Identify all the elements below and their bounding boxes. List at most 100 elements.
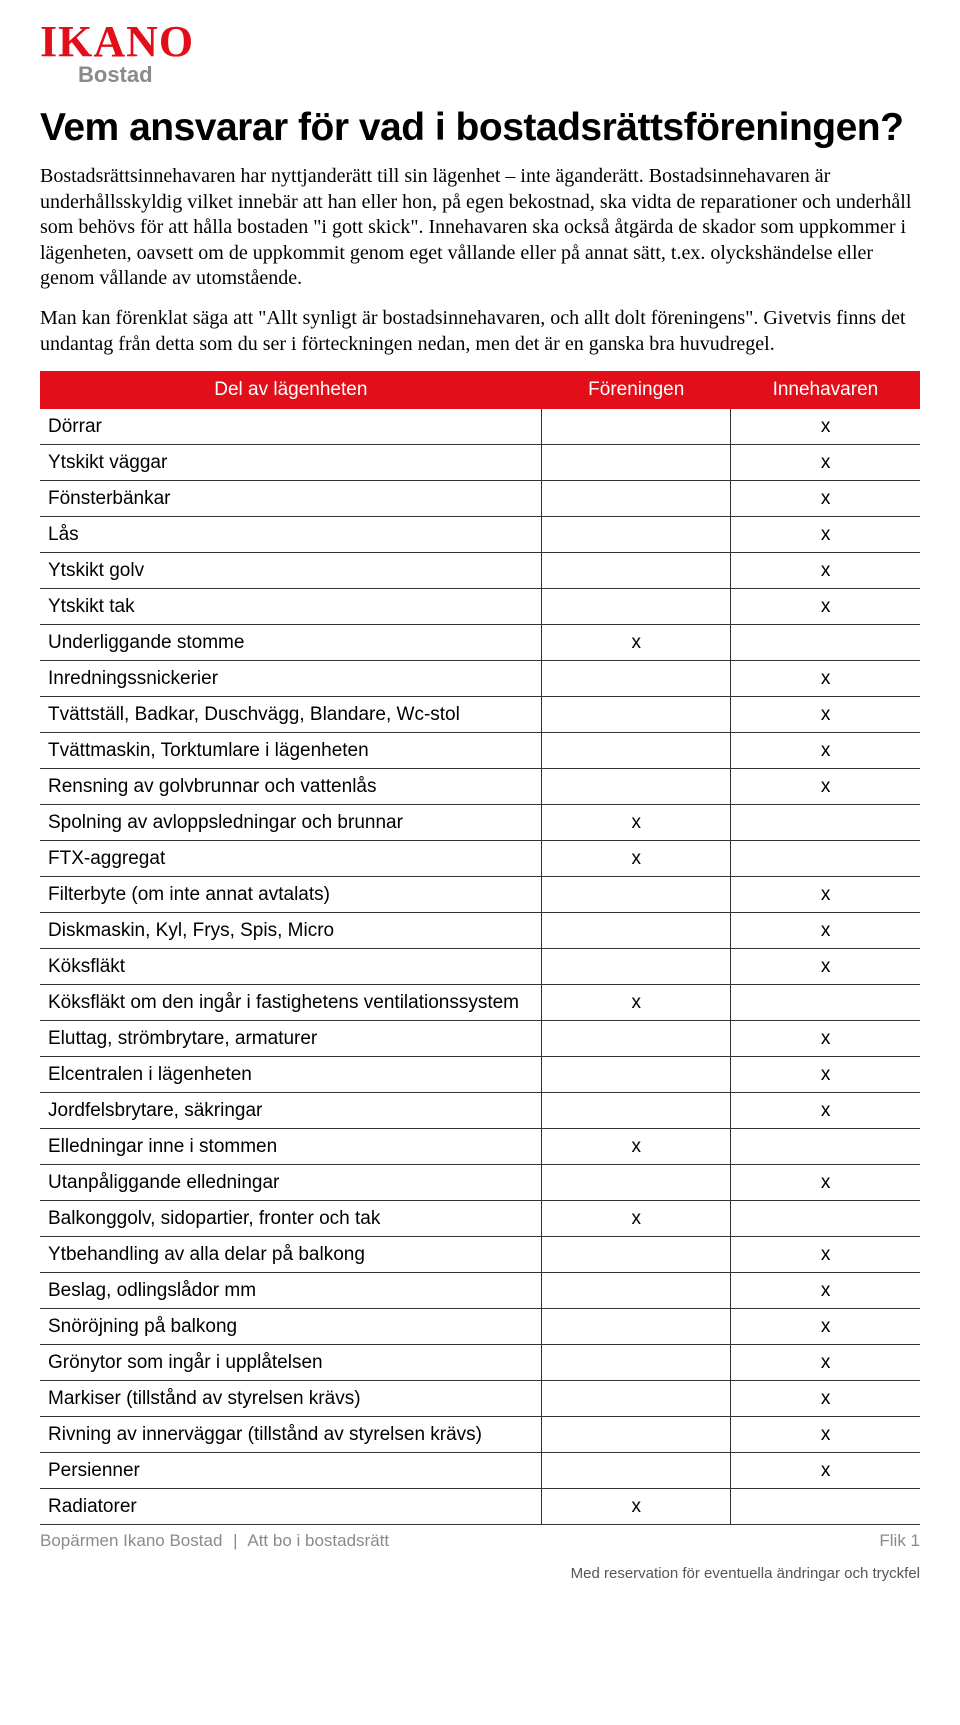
cell-owner xyxy=(731,625,920,661)
table-row: Beslag, odlingslådor mm x xyxy=(40,1273,920,1309)
cell-item: Jordfelsbrytare, säkringar xyxy=(40,1093,542,1129)
cell-association xyxy=(542,517,731,553)
cell-item: FTX-aggregat xyxy=(40,841,542,877)
cell-owner: x xyxy=(731,1237,920,1273)
footer-left-2: Att bo i bostadsrätt xyxy=(247,1531,389,1550)
table-row: Elledningar inne i stommenx xyxy=(40,1129,920,1165)
table-row: Lås x xyxy=(40,517,920,553)
cell-association xyxy=(542,697,731,733)
cell-item: Utanpåliggande elledningar xyxy=(40,1165,542,1201)
cell-association: x xyxy=(542,625,731,661)
cell-association xyxy=(542,1381,731,1417)
cell-association xyxy=(542,1021,731,1057)
cell-item: Inredningssnickerier xyxy=(40,661,542,697)
cell-association xyxy=(542,877,731,913)
logo-sub: Bostad xyxy=(78,62,920,88)
cell-owner xyxy=(731,1489,920,1525)
cell-association xyxy=(542,1273,731,1309)
responsibility-table: Del av lägenheten Föreningen Innehavaren… xyxy=(40,371,920,1525)
cell-owner: x xyxy=(731,1021,920,1057)
table-row: Markiser (tillstånd av styrelsen krävs)x xyxy=(40,1381,920,1417)
cell-item: Persienner xyxy=(40,1453,542,1489)
logo: IKANO Bostad xyxy=(40,20,920,88)
table-row: Dörrarx xyxy=(40,409,920,445)
cell-owner: x xyxy=(731,517,920,553)
footer-separator: | xyxy=(233,1531,237,1550)
table-row: Utanpåliggande elledningarx xyxy=(40,1165,920,1201)
footer-left-1: Bopärmen Ikano Bostad xyxy=(40,1531,222,1550)
page-title: Vem ansvarar för vad i bostadsrättsfören… xyxy=(40,106,920,150)
table-row: Balkonggolv, sidopartier, fronter och ta… xyxy=(40,1201,920,1237)
cell-item: Underliggande stomme xyxy=(40,625,542,661)
cell-owner: x xyxy=(731,1093,920,1129)
cell-association: x xyxy=(542,841,731,877)
table-row: Elcentralen i lägenhetenx xyxy=(40,1057,920,1093)
cell-owner: x xyxy=(731,769,920,805)
cell-item: Köksfläkt xyxy=(40,949,542,985)
cell-item: Beslag, odlingslådor mm xyxy=(40,1273,542,1309)
cell-owner: x xyxy=(731,877,920,913)
cell-item: Tvättställ, Badkar, Duschvägg, Blandare,… xyxy=(40,697,542,733)
footer-left: Bopärmen Ikano Bostad | Att bo i bostads… xyxy=(40,1531,389,1551)
cell-item: Filterbyte (om inte annat avtalats) xyxy=(40,877,542,913)
disclaimer: Med reservation för eventuella ändringar… xyxy=(40,1565,920,1582)
cell-item: Ytbehandling av alla delar på balkong xyxy=(40,1237,542,1273)
cell-item: Ytskikt väggar xyxy=(40,445,542,481)
cell-item: Ytskikt tak xyxy=(40,589,542,625)
table-row: Diskmaskin, Kyl, Frys, Spis, Micro x xyxy=(40,913,920,949)
cell-association xyxy=(542,913,731,949)
cell-item: Grönytor som ingår i upplåtelsen xyxy=(40,1345,542,1381)
intro-paragraph-1: Bostadsrättsinnehavaren har nyttjanderät… xyxy=(40,164,920,292)
cell-owner: x xyxy=(731,481,920,517)
cell-item: Snöröjning på balkong xyxy=(40,1309,542,1345)
cell-association xyxy=(542,1237,731,1273)
table-row: Ytskikt golvx xyxy=(40,553,920,589)
cell-item: Ytskikt golv xyxy=(40,553,542,589)
cell-association xyxy=(542,589,731,625)
cell-owner: x xyxy=(731,1309,920,1345)
cell-association: x xyxy=(542,805,731,841)
cell-association: x xyxy=(542,1201,731,1237)
table-header-row: Del av lägenheten Föreningen Innehavaren xyxy=(40,371,920,409)
cell-association xyxy=(542,445,731,481)
cell-association xyxy=(542,949,731,985)
cell-item: Spolning av avloppsledningar och brunnar xyxy=(40,805,542,841)
cell-association xyxy=(542,1453,731,1489)
table-row: Ytskikt väggarx xyxy=(40,445,920,481)
cell-item: Elledningar inne i stommen xyxy=(40,1129,542,1165)
cell-owner: x xyxy=(731,913,920,949)
page-footer: Bopärmen Ikano Bostad | Att bo i bostads… xyxy=(40,1531,920,1551)
cell-item: Diskmaskin, Kyl, Frys, Spis, Micro xyxy=(40,913,542,949)
cell-item: Rivning av innerväggar (tillstånd av sty… xyxy=(40,1417,542,1453)
table-row: Tvättställ, Badkar, Duschvägg, Blandare,… xyxy=(40,697,920,733)
cell-owner: x xyxy=(731,1273,920,1309)
cell-owner: x xyxy=(731,1345,920,1381)
table-row: Tvättmaskin, Torktumlare i lägenhetenx xyxy=(40,733,920,769)
table-row: Underliggande stommex xyxy=(40,625,920,661)
footer-right: Flik 1 xyxy=(879,1531,920,1551)
cell-owner: x xyxy=(731,1417,920,1453)
cell-owner: x xyxy=(731,1381,920,1417)
cell-item: Dörrar xyxy=(40,409,542,445)
cell-item: Rensning av golvbrunnar och vattenlås xyxy=(40,769,542,805)
cell-owner: x xyxy=(731,733,920,769)
cell-association xyxy=(542,409,731,445)
intro-paragraph-2: Man kan förenklat säga att "Allt synligt… xyxy=(40,306,920,357)
cell-owner xyxy=(731,841,920,877)
cell-owner: x xyxy=(731,1057,920,1093)
cell-item: Köksfläkt om den ingår i fastighetens ve… xyxy=(40,985,542,1021)
cell-association xyxy=(542,1057,731,1093)
table-row: Fönsterbänkarx xyxy=(40,481,920,517)
table-row: Eluttag, strömbrytare, armaturer x xyxy=(40,1021,920,1057)
cell-owner xyxy=(731,985,920,1021)
table-row: Ytskikt takx xyxy=(40,589,920,625)
cell-item: Balkonggolv, sidopartier, fronter och ta… xyxy=(40,1201,542,1237)
cell-association xyxy=(542,769,731,805)
table-row: Grönytor som ingår i upplåtelsen x xyxy=(40,1345,920,1381)
cell-association xyxy=(542,733,731,769)
cell-item: Lås xyxy=(40,517,542,553)
cell-item: Eluttag, strömbrytare, armaturer xyxy=(40,1021,542,1057)
cell-association xyxy=(542,553,731,589)
cell-association xyxy=(542,1093,731,1129)
table-row: Spolning av avloppsledningar och brunnar… xyxy=(40,805,920,841)
